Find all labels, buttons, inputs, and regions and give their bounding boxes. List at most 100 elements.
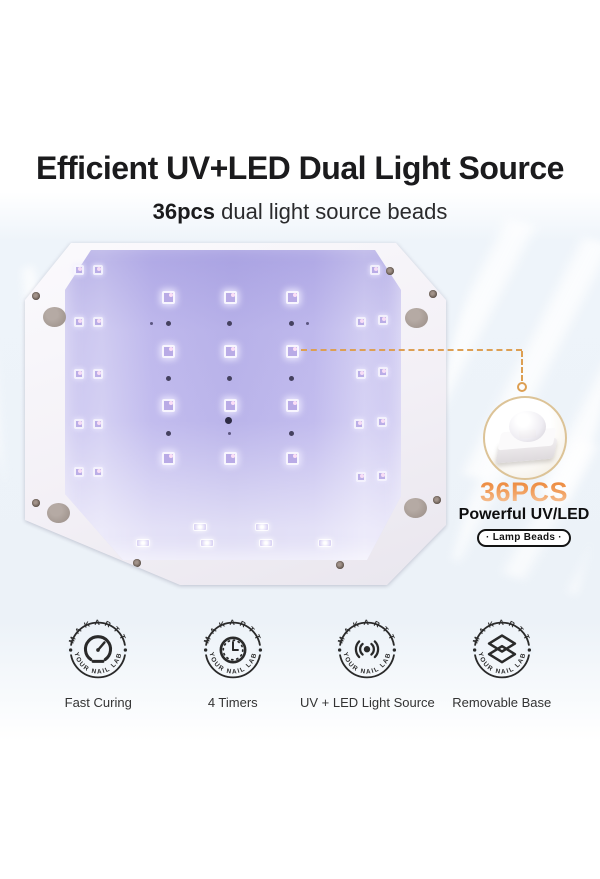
- features-row: MAKARTT YOUR NAIL LAB Fast Curing: [31, 612, 569, 710]
- screw: [386, 267, 394, 275]
- led-bead: [200, 539, 214, 547]
- screw: [429, 290, 437, 298]
- screw: [32, 292, 40, 300]
- led-dot: [165, 430, 171, 436]
- led-dot: [226, 320, 232, 326]
- page-title: Efficient UV+LED Dual Light Source: [36, 150, 564, 186]
- screw: [133, 559, 141, 567]
- led-bead: [377, 471, 387, 481]
- led-dot: [288, 430, 294, 436]
- led-bead: [223, 290, 237, 304]
- svg-text:YOUR NAIL LAB: YOUR NAIL LAB: [73, 652, 124, 676]
- led-bead: [285, 290, 299, 304]
- lamp-beads-badge: · Lamp Beads ·: [477, 529, 571, 547]
- lamp-frame: [25, 243, 446, 585]
- magnet-pad: [46, 503, 70, 523]
- led-layer: [25, 243, 446, 585]
- led-dot: [288, 320, 294, 326]
- led-bead: [161, 398, 175, 412]
- led-bead: [285, 344, 299, 358]
- subtitle-count: 36pcs: [152, 199, 215, 224]
- led-bead: [74, 467, 84, 477]
- magnet-pad: [404, 308, 428, 328]
- led-bead: [223, 398, 237, 412]
- led-dot: [227, 431, 231, 435]
- led-bead: [93, 467, 103, 477]
- bead-count: 36PCS: [424, 477, 600, 508]
- clock-icon: [219, 636, 247, 664]
- led-bead: [285, 451, 299, 465]
- svg-text:YOUR NAIL LAB: YOUR NAIL LAB: [342, 652, 393, 676]
- led-bead: [255, 523, 269, 531]
- feature-removable-base: MAKARTT YOUR NAIL LAB Removable Base: [435, 612, 570, 710]
- makartt-stamp-badge: MAKARTT YOUR NAIL LAB: [66, 618, 131, 679]
- light-signal-icon: [355, 640, 380, 659]
- led-dot: [165, 375, 171, 381]
- led-bead: [370, 265, 380, 275]
- led-bead: [356, 472, 366, 482]
- led-bead: [93, 265, 103, 275]
- led-bead: [74, 317, 84, 327]
- speedometer-icon: [84, 635, 113, 663]
- led-bead: [93, 419, 103, 429]
- led-bead: [136, 539, 150, 547]
- led-bead: [74, 265, 84, 275]
- led-bead: [378, 367, 388, 377]
- led-bead: [93, 317, 103, 327]
- svg-text:MAKARTT: MAKARTT: [336, 618, 398, 645]
- bead-title: Powerful UV/LED: [458, 506, 590, 523]
- led-dot: [305, 321, 309, 325]
- led-chip-dome: [509, 411, 546, 442]
- svg-text:MAKARTT: MAKARTT: [471, 618, 533, 645]
- magnet-pad: [42, 307, 66, 327]
- led-bead: [354, 419, 364, 429]
- led-bead: [161, 451, 175, 465]
- led-bead: [74, 369, 84, 379]
- leader-line-horizontal: [301, 349, 522, 351]
- bead-pill-row: · Lamp Beads ·: [424, 527, 600, 547]
- led-dot: [224, 416, 232, 424]
- makartt-stamp-badge: MAKARTT YOUR NAIL LAB: [335, 618, 400, 679]
- screw: [433, 496, 441, 504]
- led-dot: [149, 321, 153, 325]
- led-bead: [223, 344, 237, 358]
- feature-uv-led-light-source: MAKARTT YOUR NAIL LAB UV + LED Light Sou…: [300, 612, 435, 710]
- svg-text:MAKARTT: MAKARTT: [67, 618, 129, 645]
- led-bead: [377, 417, 387, 427]
- led-bead: [259, 539, 273, 547]
- led-bead: [74, 419, 84, 429]
- lamp-photo: [25, 243, 446, 585]
- svg-text:YOUR NAIL LAB: YOUR NAIL LAB: [476, 652, 527, 676]
- subtitle-text: dual light source beads: [215, 199, 448, 224]
- magnet-pad: [403, 498, 427, 518]
- led-dot: [288, 375, 294, 381]
- led-bead: [161, 290, 175, 304]
- led-bead: [223, 451, 237, 465]
- feature-label: UV + LED Light Source: [300, 695, 435, 710]
- led-bead: [356, 317, 366, 327]
- layers-icon: [487, 634, 516, 664]
- leader-line-vertical: [521, 351, 523, 381]
- screw: [32, 499, 40, 507]
- lamp-bead-magnifier: [483, 396, 567, 480]
- svg-text:YOUR NAIL LAB: YOUR NAIL LAB: [207, 652, 258, 676]
- makartt-stamp-badge: MAKARTT YOUR NAIL LAB: [200, 618, 265, 679]
- makartt-stamp-badge: MAKARTT YOUR NAIL LAB: [469, 618, 534, 679]
- feature-fast-curing: MAKARTT YOUR NAIL LAB Fast Curing: [31, 612, 166, 710]
- led-bead: [193, 523, 207, 531]
- led-bead: [356, 369, 366, 379]
- leader-ring: [517, 382, 527, 392]
- feature-label: Fast Curing: [64, 695, 132, 710]
- subtitle: 36pcs dual light source beads: [0, 199, 600, 225]
- feature-4-timers: MAKARTT YOUR NAIL LAB 4 Timers: [166, 612, 301, 710]
- led-dot: [226, 375, 232, 381]
- led-bead: [378, 315, 388, 325]
- led-bead: [318, 539, 332, 547]
- led-bead: [161, 344, 175, 358]
- screw: [336, 561, 344, 569]
- led-dot: [165, 320, 171, 326]
- feature-label: 4 Timers: [207, 695, 258, 710]
- feature-label: Removable Base: [452, 695, 552, 710]
- led-bead: [93, 369, 103, 379]
